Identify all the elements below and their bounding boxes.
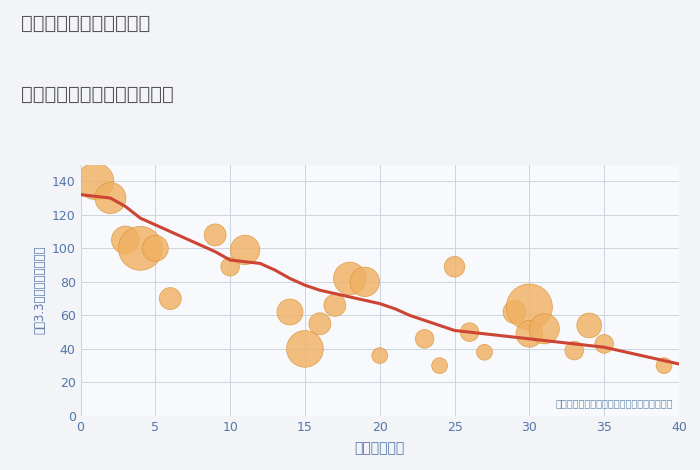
Point [659,362,670,369]
Text: 築年数別中古マンション価格: 築年数別中古マンション価格 [21,85,174,103]
Point [225,263,236,271]
Point [329,302,340,309]
X-axis label: 築年数（年）: 築年数（年） [355,441,405,455]
Point [524,330,535,337]
Point [284,308,295,316]
Point [209,231,220,239]
Point [134,244,146,252]
Point [584,321,595,329]
Point [524,303,535,311]
Point [464,329,475,336]
Point [120,236,131,243]
Point [509,308,520,316]
Point [105,194,116,202]
Point [479,348,490,356]
Point [598,340,610,348]
Point [568,347,580,354]
Text: 円の大きさは、取引のあった物件面積を示す: 円の大きさは、取引のあった物件面積を示す [556,399,673,408]
Point [539,325,550,333]
Point [164,295,176,302]
Point [374,352,385,360]
Point [314,320,326,328]
Point [434,362,445,369]
Point [419,335,430,343]
Point [90,178,101,185]
Point [150,244,161,252]
Point [239,246,251,254]
Point [359,278,370,286]
Text: 奈良県奈良市北永井町の: 奈良県奈良市北永井町の [21,14,150,33]
Y-axis label: 坪（3.3㎡）単価（万円）: 坪（3.3㎡）単価（万円） [33,246,46,335]
Point [449,263,460,271]
Point [300,345,311,352]
Point [344,275,356,282]
